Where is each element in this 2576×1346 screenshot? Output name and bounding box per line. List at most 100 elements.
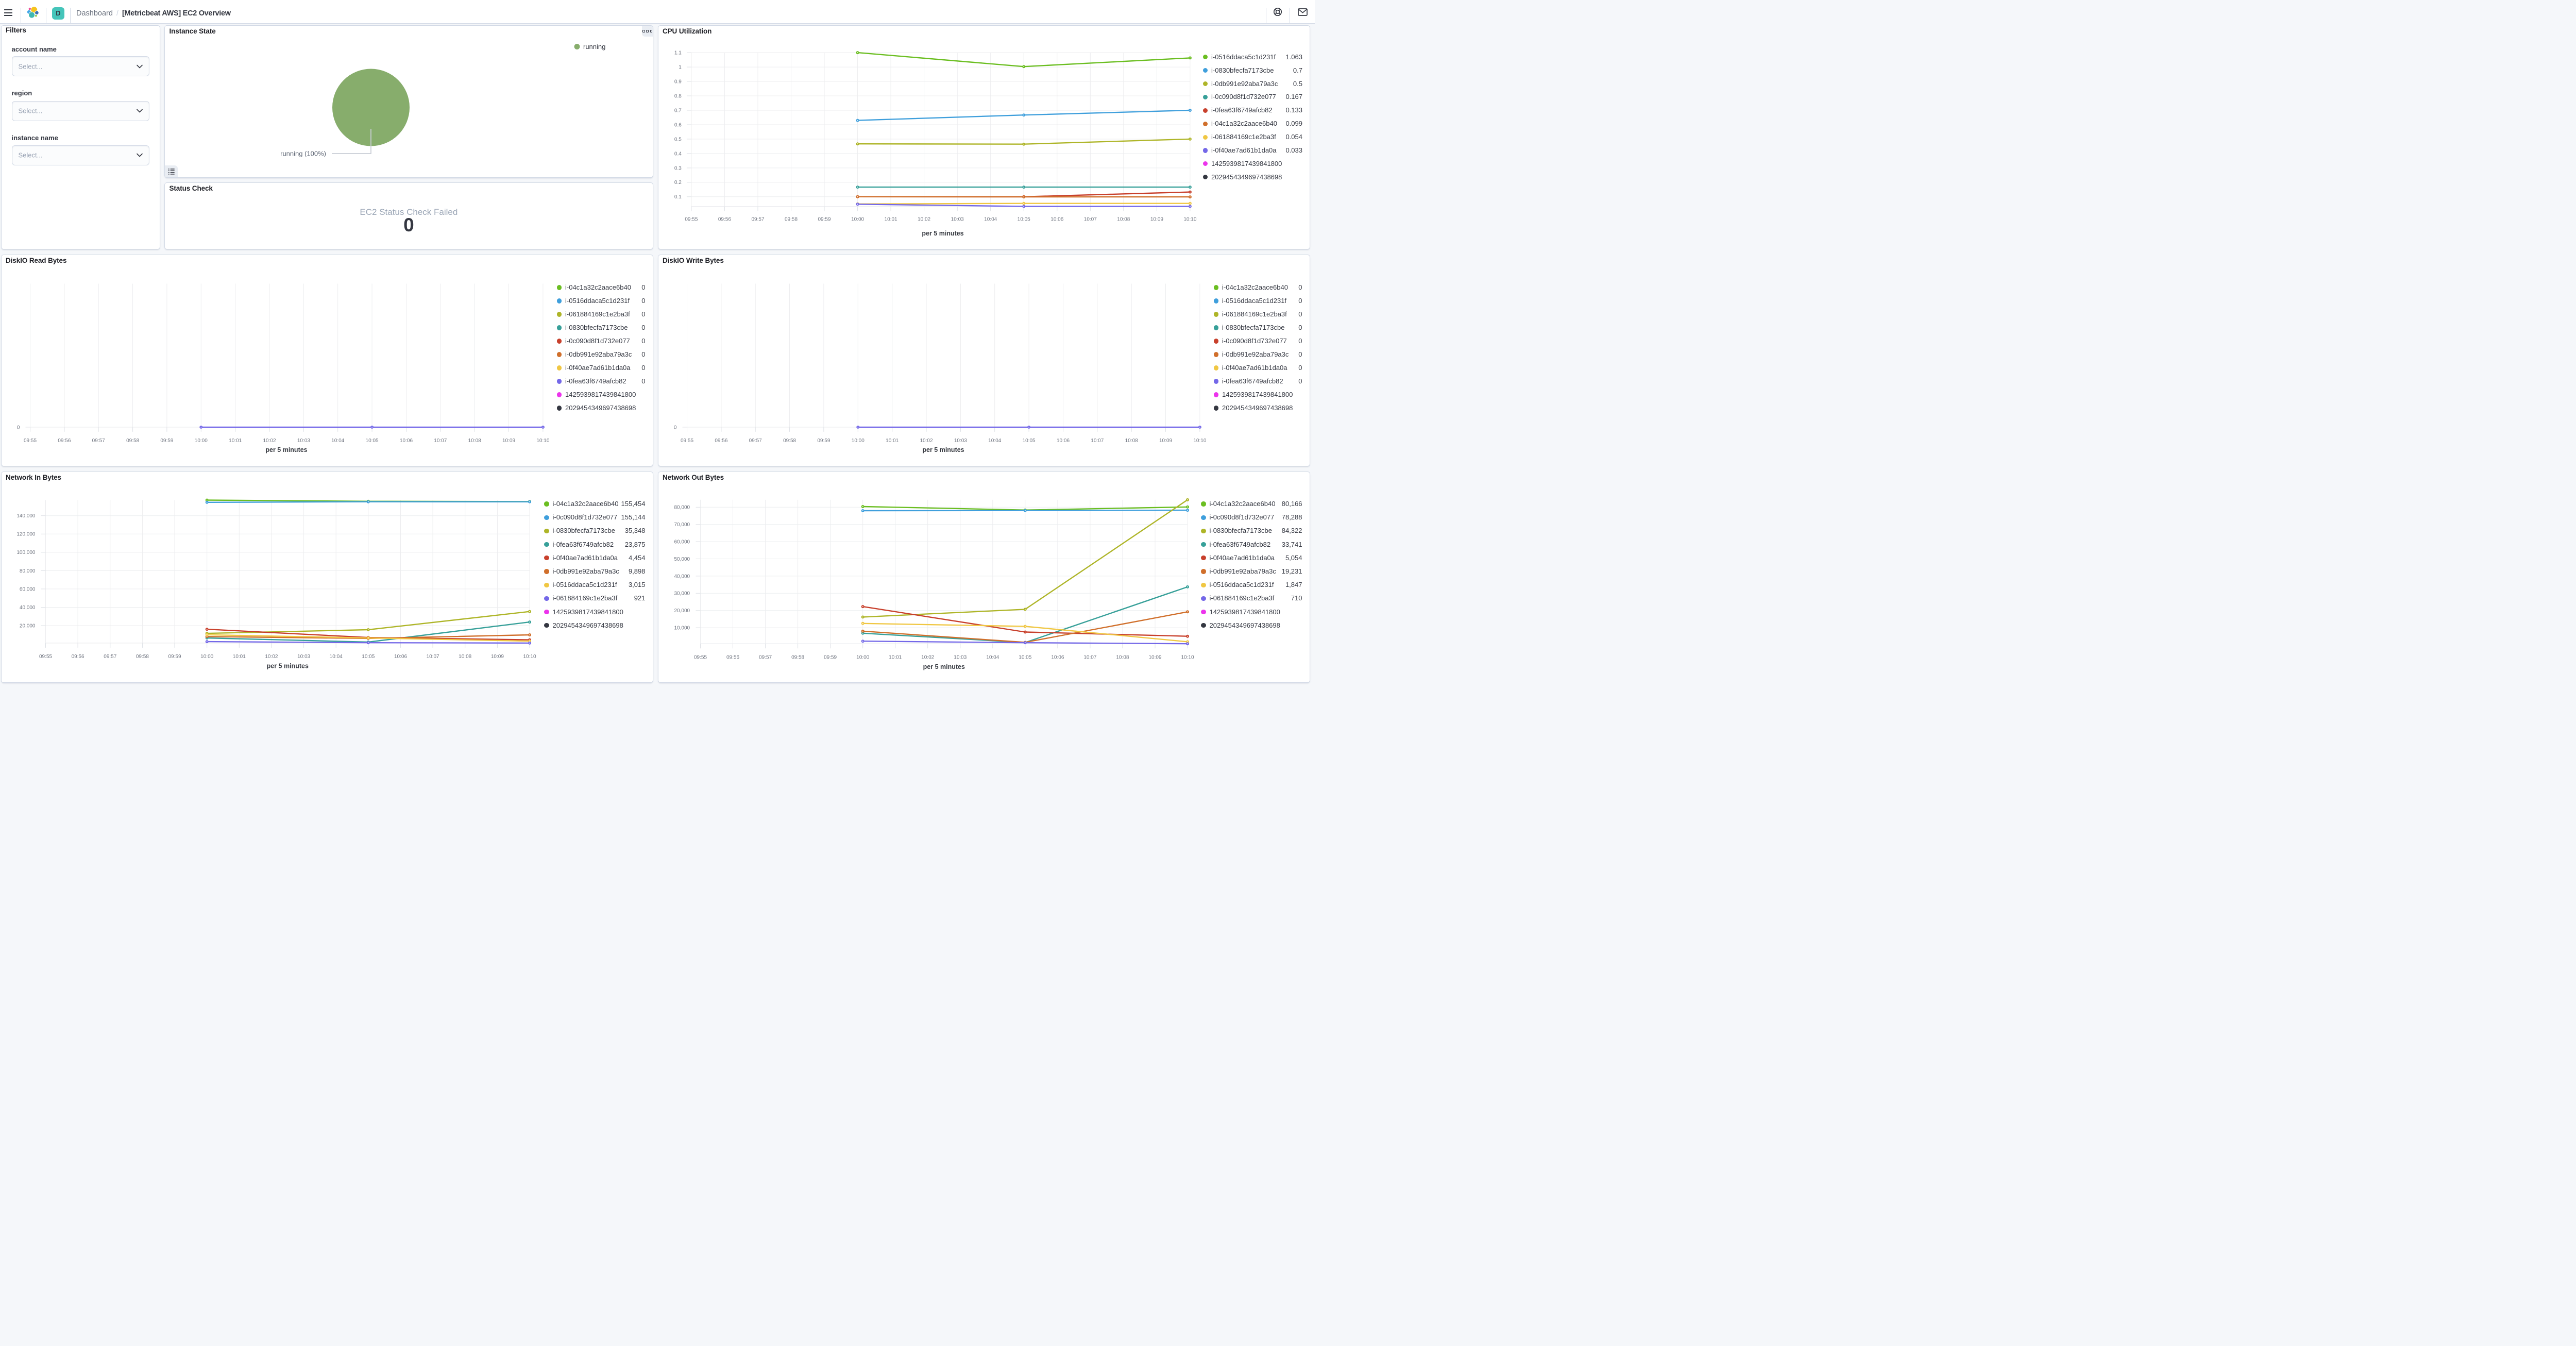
svg-text:10:04: 10:04 (986, 655, 999, 661)
svg-text:10:10: 10:10 (1193, 438, 1206, 444)
svg-text:140,000: 140,000 (16, 513, 36, 519)
svg-text:10:07: 10:07 (1083, 216, 1096, 222)
svg-text:0.4: 0.4 (674, 151, 681, 157)
svg-text:10:08: 10:08 (1125, 438, 1138, 444)
svg-text:09:58: 09:58 (784, 216, 797, 222)
svg-text:09:56: 09:56 (718, 216, 731, 222)
svg-text:per 5 minutes: per 5 minutes (922, 230, 963, 237)
svg-text:10:06: 10:06 (1056, 438, 1069, 444)
svg-text:10:06: 10:06 (1050, 216, 1063, 222)
svg-text:10:02: 10:02 (921, 655, 934, 661)
svg-text:40,000: 40,000 (674, 574, 690, 579)
svg-text:40,000: 40,000 (19, 605, 35, 611)
svg-text:80,000: 80,000 (19, 568, 35, 574)
svg-text:09:55: 09:55 (693, 655, 706, 661)
svg-text:10:02: 10:02 (265, 654, 278, 660)
svg-text:10:07: 10:07 (1091, 438, 1104, 444)
svg-text:10:08: 10:08 (1116, 655, 1129, 661)
svg-text:10:01: 10:01 (884, 216, 897, 222)
svg-text:10:09: 10:09 (1148, 655, 1161, 661)
svg-text:10:08: 10:08 (468, 438, 481, 444)
svg-text:120,000: 120,000 (16, 532, 36, 537)
svg-text:10:10: 10:10 (1181, 655, 1194, 661)
svg-text:10:04: 10:04 (984, 216, 997, 222)
svg-text:10:00: 10:00 (194, 438, 207, 444)
svg-text:20,000: 20,000 (674, 608, 690, 614)
svg-text:10:00: 10:00 (200, 654, 213, 660)
svg-text:09:59: 09:59 (817, 438, 830, 444)
svg-text:09:58: 09:58 (783, 438, 796, 444)
svg-text:30,000: 30,000 (674, 591, 690, 597)
svg-text:60,000: 60,000 (19, 586, 35, 592)
svg-text:10:04: 10:04 (329, 654, 342, 660)
svg-text:09:59: 09:59 (160, 438, 173, 444)
svg-text:09:56: 09:56 (71, 654, 84, 660)
svg-text:70,000: 70,000 (674, 522, 690, 528)
svg-text:10,000: 10,000 (674, 626, 690, 631)
svg-text:0: 0 (673, 425, 676, 430)
svg-text:09:56: 09:56 (58, 438, 71, 444)
svg-text:0.8: 0.8 (674, 93, 681, 99)
svg-text:09:59: 09:59 (818, 216, 831, 222)
svg-text:09:57: 09:57 (751, 216, 764, 222)
svg-text:per 5 minutes: per 5 minutes (922, 446, 964, 453)
svg-text:10:05: 10:05 (1017, 216, 1030, 222)
svg-text:09:55: 09:55 (39, 654, 52, 660)
svg-text:0.6: 0.6 (674, 122, 681, 128)
svg-text:10:03: 10:03 (951, 216, 963, 222)
svg-text:10:07: 10:07 (1083, 655, 1096, 661)
svg-text:10:01: 10:01 (886, 438, 899, 444)
svg-text:09:59: 09:59 (168, 654, 181, 660)
svg-text:per 5 minutes: per 5 minutes (923, 663, 964, 670)
svg-text:1.1: 1.1 (674, 50, 681, 56)
svg-text:10:09: 10:09 (502, 438, 515, 444)
svg-text:10:03: 10:03 (297, 438, 310, 444)
svg-text:09:57: 09:57 (759, 655, 772, 661)
svg-text:09:58: 09:58 (135, 654, 148, 660)
svg-text:100,000: 100,000 (16, 550, 36, 556)
svg-text:10:09: 10:09 (1150, 216, 1163, 222)
svg-text:running (100%): running (100%) (280, 149, 326, 157)
svg-text:09:58: 09:58 (791, 655, 804, 661)
svg-text:10:00: 10:00 (856, 655, 869, 661)
svg-text:10:04: 10:04 (988, 438, 1001, 444)
svg-text:10:08: 10:08 (1117, 216, 1130, 222)
svg-text:10:03: 10:03 (297, 654, 310, 660)
svg-text:1: 1 (679, 64, 682, 70)
svg-text:10:01: 10:01 (889, 655, 902, 661)
svg-text:09:59: 09:59 (824, 655, 837, 661)
svg-text:0.2: 0.2 (674, 180, 681, 186)
svg-text:10:10: 10:10 (1183, 216, 1196, 222)
svg-text:10:06: 10:06 (1051, 655, 1064, 661)
svg-text:10:03: 10:03 (954, 655, 967, 661)
svg-text:09:56: 09:56 (726, 655, 739, 661)
svg-text:60,000: 60,000 (674, 540, 690, 545)
svg-text:10:09: 10:09 (490, 654, 503, 660)
svg-text:10:00: 10:00 (851, 438, 864, 444)
svg-text:10:08: 10:08 (459, 654, 471, 660)
svg-text:0.1: 0.1 (674, 194, 681, 200)
svg-text:80,000: 80,000 (674, 505, 690, 511)
svg-text:09:57: 09:57 (104, 654, 116, 660)
svg-text:0.3: 0.3 (674, 165, 681, 171)
svg-text:10:02: 10:02 (920, 438, 933, 444)
svg-text:0: 0 (16, 425, 20, 430)
svg-text:10:00: 10:00 (851, 216, 864, 222)
svg-text:10:01: 10:01 (229, 438, 242, 444)
svg-text:10:09: 10:09 (1159, 438, 1172, 444)
svg-text:running: running (583, 43, 605, 51)
svg-text:10:07: 10:07 (426, 654, 439, 660)
svg-text:20,000: 20,000 (19, 623, 35, 629)
svg-text:10:04: 10:04 (331, 438, 344, 444)
svg-text:10:05: 10:05 (365, 438, 378, 444)
svg-text:per 5 minutes: per 5 minutes (265, 446, 307, 453)
svg-text:10:10: 10:10 (536, 438, 549, 444)
svg-text:0.9: 0.9 (674, 79, 681, 85)
svg-text:09:57: 09:57 (749, 438, 761, 444)
svg-text:09:55: 09:55 (680, 438, 693, 444)
svg-text:0.7: 0.7 (674, 108, 681, 113)
svg-text:10:07: 10:07 (434, 438, 447, 444)
svg-text:per 5 minutes: per 5 minutes (266, 663, 308, 670)
svg-text:10:02: 10:02 (918, 216, 930, 222)
svg-text:10:05: 10:05 (362, 654, 375, 660)
